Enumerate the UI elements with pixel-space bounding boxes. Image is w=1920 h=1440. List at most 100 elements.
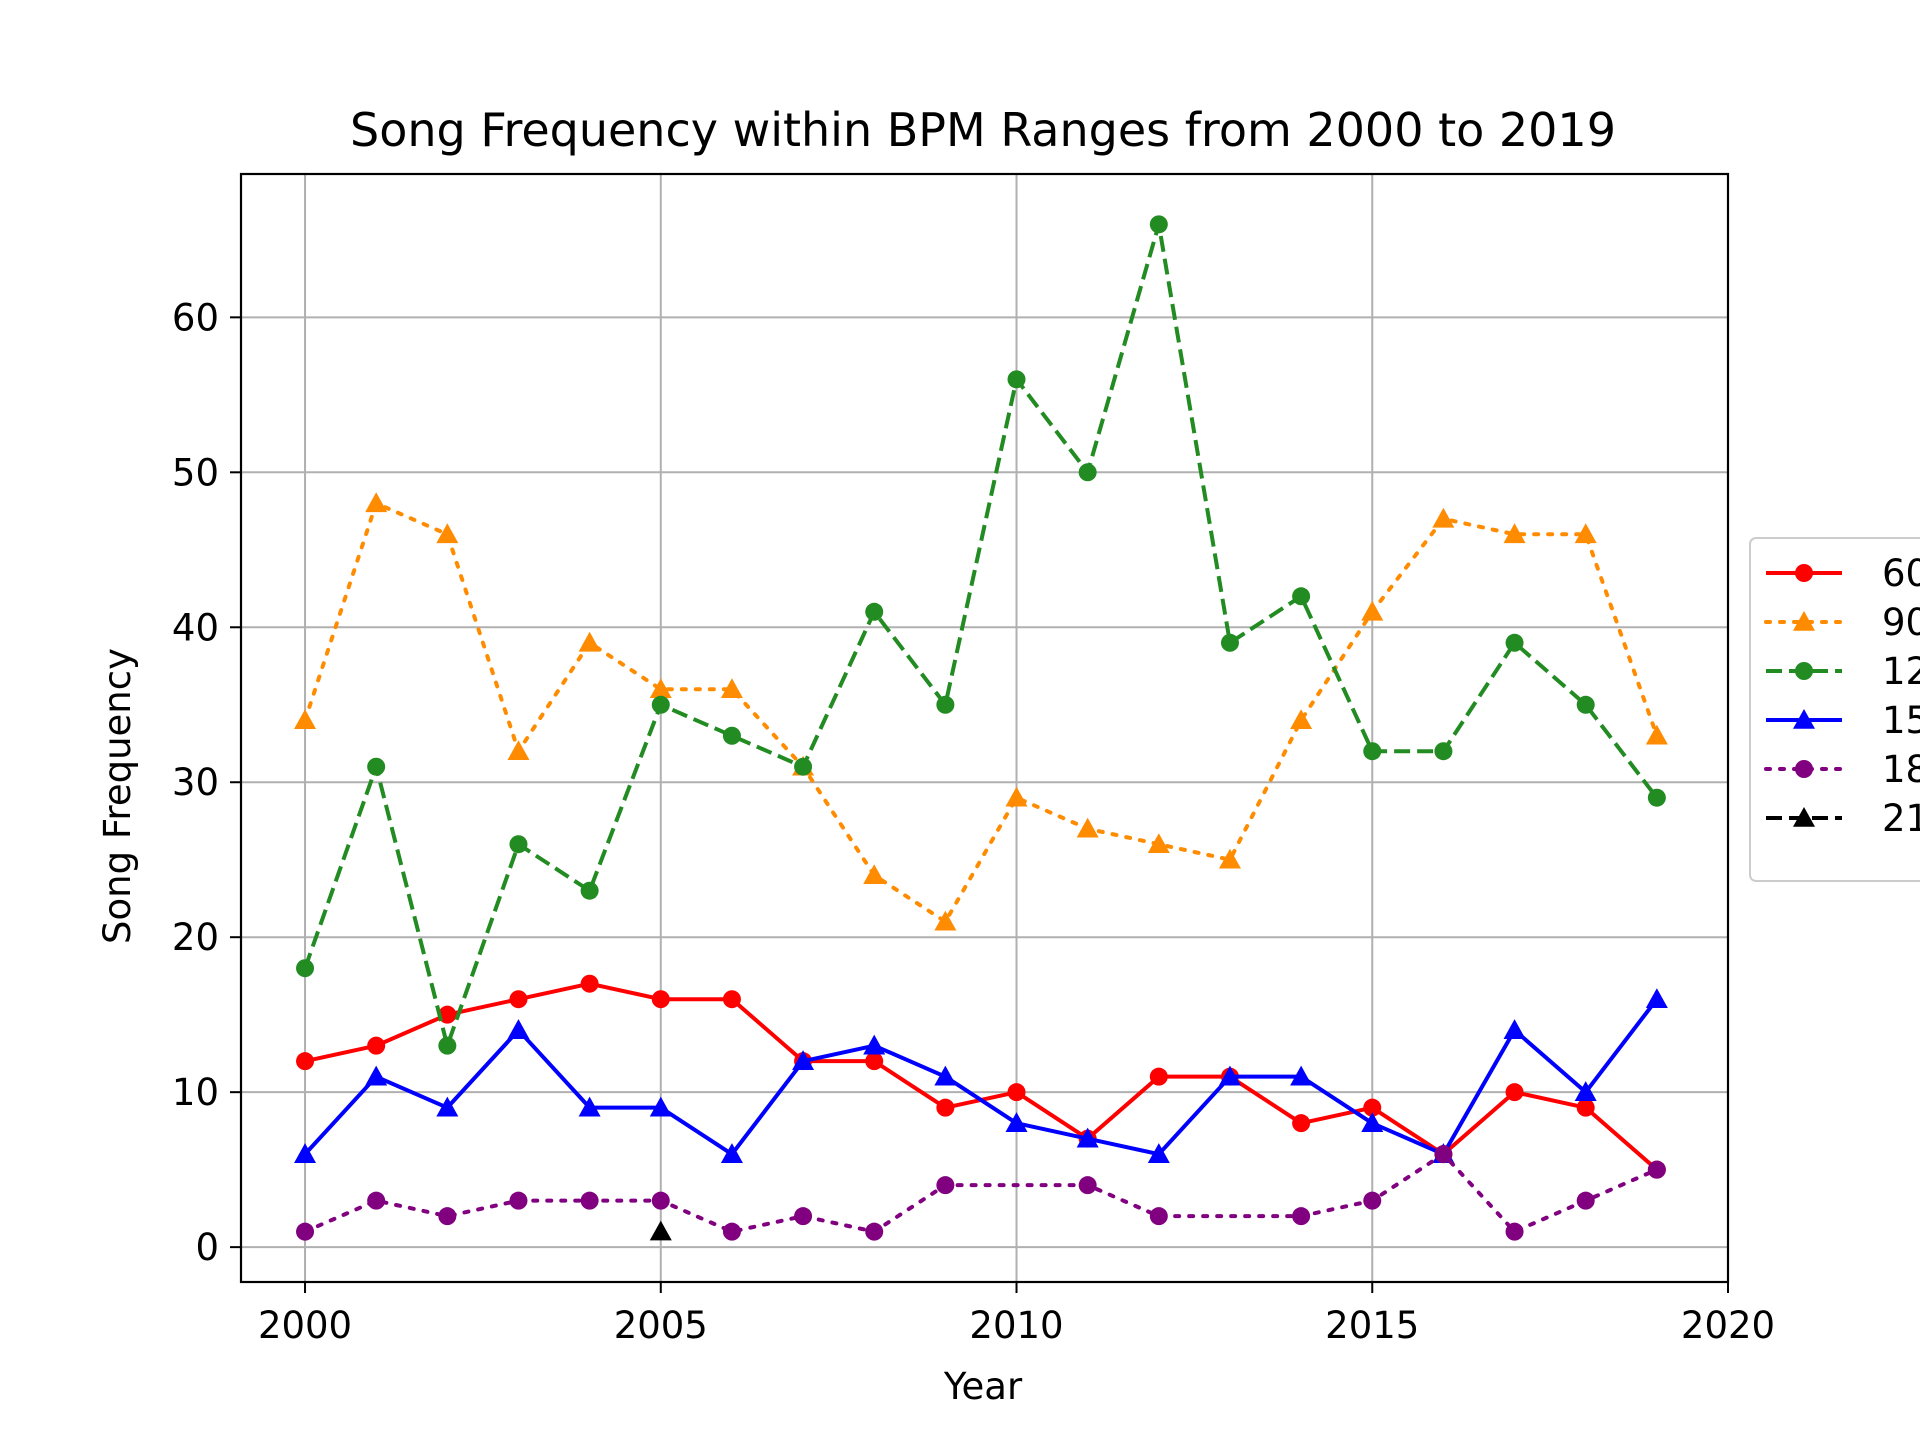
- data-point: [1434, 742, 1453, 761]
- data-point: [934, 910, 957, 931]
- data-point: [1361, 600, 1384, 621]
- data-point: [649, 1096, 672, 1117]
- data-point: [792, 1050, 815, 1070]
- legend-item: 90: [1764, 601, 1920, 644]
- data-point: [1292, 587, 1311, 606]
- data-point: [365, 1065, 388, 1086]
- series-layer: [294, 215, 1668, 1241]
- data-point: [1576, 1191, 1595, 1210]
- data-point: [1647, 1160, 1666, 1179]
- data-point: [1645, 724, 1668, 745]
- data-point: [365, 492, 388, 513]
- data-point: [865, 1222, 884, 1241]
- data-point: [1147, 833, 1170, 854]
- y-tick-label: 10: [172, 1071, 219, 1114]
- data-point: [1434, 1145, 1453, 1164]
- data-point: [1220, 633, 1239, 652]
- y-tick-label: 60: [172, 296, 219, 339]
- y-tick-label: 20: [172, 916, 219, 959]
- data-point: [651, 990, 670, 1009]
- data-point: [580, 974, 599, 993]
- data-point: [865, 602, 884, 621]
- data-point: [436, 523, 459, 544]
- data-point: [651, 695, 670, 714]
- data-point: [438, 1036, 457, 1055]
- data-point: [367, 1036, 386, 1055]
- data-point: [1076, 817, 1099, 838]
- series-line: [303, 997, 1659, 1157]
- data-point: [1005, 1112, 1028, 1132]
- legend-item: 15: [1766, 699, 1920, 742]
- legend-marker: [1795, 662, 1813, 680]
- data-point: [1290, 1065, 1313, 1086]
- data-point: [794, 1207, 813, 1226]
- x-tick-label: 2020: [1681, 1304, 1775, 1347]
- data-point: [722, 1222, 741, 1241]
- legend-item: 18: [1764, 748, 1920, 791]
- data-point: [438, 1005, 457, 1024]
- data-point: [294, 709, 317, 730]
- data-point: [1647, 788, 1666, 807]
- data-point: [578, 631, 601, 652]
- data-point: [509, 835, 528, 854]
- legend-label: 15: [1882, 699, 1920, 742]
- y-tick-label: 30: [172, 761, 219, 804]
- data-point: [1290, 709, 1313, 730]
- legend-label: 18: [1882, 748, 1920, 791]
- x-tick-label: 2010: [969, 1304, 1063, 1347]
- data-point: [1218, 848, 1241, 869]
- series-line: [303, 1152, 1659, 1234]
- data-point: [1505, 1083, 1524, 1102]
- data-point: [720, 678, 743, 699]
- x-axis-label: Year: [943, 1365, 1023, 1408]
- data-point: [1078, 463, 1097, 482]
- data-point: [1503, 1019, 1526, 1039]
- plot-frame: [239, 172, 1730, 1284]
- x-tick-label: 2000: [258, 1304, 352, 1347]
- legend-marker: [1793, 807, 1815, 827]
- data-point: [296, 1222, 315, 1241]
- data-point: [936, 1176, 955, 1195]
- data-point: [1149, 1067, 1168, 1086]
- y-tick-label: 40: [172, 606, 219, 649]
- data-point: [1078, 1176, 1097, 1195]
- data-point: [863, 1034, 886, 1055]
- data-point: [794, 757, 813, 776]
- data-point: [367, 1191, 386, 1210]
- data-point: [1292, 1114, 1311, 1133]
- series-15: [294, 988, 1668, 1163]
- data-point: [651, 1191, 670, 1210]
- data-point: [580, 1191, 599, 1210]
- data-point: [1149, 1207, 1168, 1226]
- data-point: [649, 1220, 672, 1241]
- data-point: [1005, 786, 1028, 807]
- legend-label: 21: [1882, 797, 1920, 840]
- legend-marker: [1793, 611, 1815, 631]
- x-tick-label: 2015: [1325, 1304, 1419, 1347]
- data-point: [507, 740, 530, 761]
- data-point: [1361, 1112, 1384, 1132]
- data-point: [722, 726, 741, 745]
- chart-title: Song Frequency within BPM Ranges from 20…: [350, 103, 1616, 157]
- legend-marker: [1795, 564, 1813, 582]
- data-point: [1363, 1098, 1382, 1117]
- data-point: [1574, 1081, 1597, 1101]
- legend-box: [1749, 537, 1920, 882]
- y-axis-label: Song Frequency: [96, 648, 139, 944]
- data-point: [1007, 1083, 1026, 1102]
- legend-item: 21: [1766, 797, 1920, 840]
- series-21: [649, 1220, 672, 1241]
- data-point: [1503, 523, 1526, 544]
- data-point: [1363, 742, 1382, 761]
- data-point: [1363, 1191, 1382, 1210]
- data-point: [720, 1143, 743, 1163]
- data-point: [934, 1065, 957, 1086]
- data-point: [1432, 507, 1455, 528]
- data-point: [1147, 1143, 1170, 1163]
- data-point: [863, 864, 886, 885]
- data-point: [936, 695, 955, 714]
- data-point: [509, 990, 528, 1009]
